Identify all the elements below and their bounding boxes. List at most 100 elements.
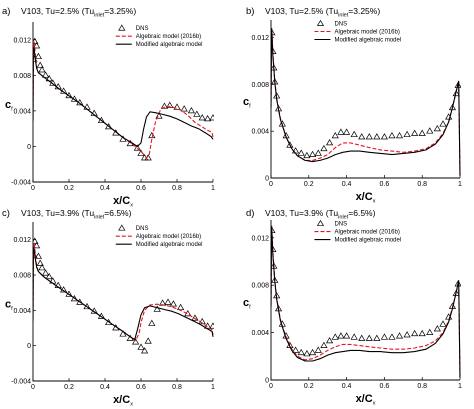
- legend-dns-label: DNS: [136, 26, 149, 32]
- y-tick-label: 0: [265, 378, 269, 385]
- series-group: [33, 37, 214, 161]
- y-tick-label: 0.004: [13, 308, 31, 315]
- dns-marker: [297, 149, 305, 156]
- x-axis-label-sub: x: [130, 402, 133, 408]
- chart-panel-2: 0 0.2 0.4 0.6 0.8 1 0 0.004 0.008 0.012 x/Cx cf b) V1…: [243, 6, 462, 205]
- dns-marker: [34, 52, 43, 60]
- x-tick-label: 0.2: [304, 383, 314, 390]
- x-tick-label: 0: [269, 181, 273, 188]
- dns-marker: [331, 131, 339, 139]
- dns-marker: [76, 298, 84, 305]
- dns-marker: [418, 129, 426, 136]
- dns-marker: [70, 294, 79, 302]
- dns-marker: [380, 133, 389, 140]
- dns-marker: [166, 101, 174, 108]
- dns-marker: [45, 272, 53, 280]
- x-tick-label: 0.6: [136, 384, 146, 391]
- panel-label: b): [246, 6, 254, 17]
- x-tick-label: 0.4: [100, 384, 110, 391]
- panel-title: V103, Tu=2.5% (Tuinlet=3.25%): [265, 6, 380, 19]
- y-tick-label: 0.004: [13, 108, 31, 115]
- legend-algebraic-label: Algebraic model (2016b): [334, 230, 399, 236]
- dns-marker: [365, 334, 373, 341]
- x-axis-label-main: x/C: [356, 393, 373, 405]
- legend-modified-label: Modified algebraic model: [136, 242, 203, 248]
- dns-marker: [454, 81, 461, 88]
- dns-marker: [358, 334, 366, 341]
- panel-title: V103, Tu=2.5% (Tuinlet=3.25%): [21, 6, 136, 19]
- modified-model-line: [33, 247, 214, 341]
- dns-marker: [342, 332, 351, 339]
- x-tick-label: 0.4: [100, 185, 110, 192]
- panel-title-end: =3.25%): [348, 6, 380, 16]
- x-tick-label: 1: [211, 185, 215, 192]
- y-axis-label: cf: [243, 96, 251, 110]
- y-axis-label-main: c: [5, 99, 11, 111]
- panel-title-sub: inlet: [94, 13, 105, 19]
- dns-marker: [148, 319, 156, 326]
- panel-title-end: =6.5%): [104, 208, 131, 218]
- dns-marker: [308, 348, 317, 356]
- x-tick-label: 0.2: [304, 181, 314, 188]
- dns-marker: [388, 131, 396, 139]
- legend-dns-marker: [118, 224, 126, 231]
- x-axis-label-sub: x: [373, 199, 376, 205]
- dns-marker: [314, 149, 322, 156]
- x-axis-label: x/Cx: [113, 394, 133, 408]
- dns-marker: [209, 322, 214, 329]
- legend-dns-marker: [316, 19, 325, 26]
- y-axis-label-sub: f: [11, 306, 13, 312]
- panel-title-main: V103, Tu=2.5% (Tu: [21, 6, 94, 16]
- dns-marker: [169, 300, 178, 307]
- dns-marker: [403, 130, 411, 138]
- dns-marker: [403, 331, 411, 338]
- dns-marker: [41, 269, 50, 276]
- algebraic-model-line: [33, 242, 214, 342]
- dns-marker: [119, 330, 127, 337]
- panel-title-sub: inlet: [338, 13, 349, 19]
- dns-marker: [380, 333, 389, 340]
- x-tick-label: 0.8: [172, 185, 182, 192]
- x-axis-label: x/Cx: [113, 195, 133, 209]
- y-axis-label-sub: f: [11, 107, 13, 113]
- dns-marker: [411, 329, 419, 337]
- dns-marker: [36, 61, 44, 68]
- y-axis-label: cf: [5, 99, 13, 113]
- y-tick-label: 0.012: [251, 35, 269, 42]
- dns-marker: [203, 114, 212, 122]
- dns-marker: [452, 289, 460, 296]
- dns-marker: [286, 141, 294, 148]
- x-tick-label: 0.2: [64, 185, 74, 192]
- panel-title: V103, Tu=3.9% (Tuinlet=6.5%): [265, 208, 376, 221]
- chart-panel-1: 0 0.2 0.4 0.6 0.8 1-0.00400.0040.0080.012x/Cx…: [2, 6, 215, 209]
- dns-marker: [198, 317, 206, 325]
- y-axis-label: cf: [243, 297, 251, 311]
- dns-marker: [36, 259, 44, 266]
- dns-marker: [325, 138, 334, 146]
- y-tick-label: 0: [27, 144, 31, 151]
- panel-title-end: =6.5%): [348, 208, 375, 218]
- x-axis-label: x/Cx: [356, 393, 376, 407]
- x-tick-label: 0: [31, 185, 35, 192]
- series-group: [271, 28, 461, 176]
- panel-title-end: =3.25%): [104, 6, 136, 16]
- legend-dns-label: DNS: [334, 22, 347, 28]
- y-tick-label: 0.004: [251, 129, 269, 136]
- legend-dns-label: DNS: [136, 226, 149, 232]
- dns-marker: [358, 133, 366, 140]
- y-tick-label: 0.012: [13, 37, 31, 44]
- dns-marker: [291, 346, 300, 353]
- series-group: [271, 225, 461, 378]
- y-axis-label: cf: [5, 299, 13, 313]
- dns-marker: [144, 337, 152, 344]
- legend: DNS Algebraic model (2016b) Modified algeb…: [115, 24, 203, 48]
- x-tick-label: 0.2: [64, 384, 74, 391]
- y-tick-label: 0.012: [13, 237, 31, 244]
- panel-title-main: V103, Tu=3.9% (Tu: [21, 208, 94, 218]
- legend: DNS Algebraic model (2016b) Modified algeb…: [314, 19, 401, 44]
- dns-marker: [33, 42, 41, 49]
- modified-model-line: [271, 28, 461, 176]
- legend-algebraic-label: Algebraic model (2016b): [136, 34, 201, 40]
- dns-marker: [303, 151, 311, 159]
- legend-modified-label: Modified algebraic model: [136, 42, 203, 48]
